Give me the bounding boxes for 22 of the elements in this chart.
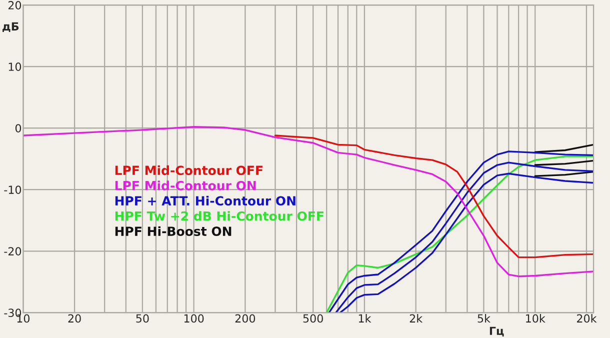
x-tick-label: 2k [410,314,423,322]
x-axis-title: Гц [490,326,504,336]
x-tick-label: 1k [358,314,372,322]
text: HPF + ATT. Hi-Contour ON [115,196,296,206]
y-tick-label: 0 [15,124,22,132]
y-tick-label: -20 [4,247,22,256]
y-axis-title: дБ [2,22,19,32]
x-tick-label: 20k [576,314,597,323]
x-tick-label: 5k [478,314,490,323]
x-tick-label: 100 [184,314,204,323]
x-tick-label: 50 [136,314,149,323]
text: LPF Mid-Contour ON [115,180,256,190]
y-tick-label: 10 [8,62,22,71]
text: HPF Hi-Boost ON [115,226,232,236]
y-tick-label: 20 [8,1,22,10]
x-tick-label: 20 [68,314,81,323]
x-tick-label: 10k [526,314,546,323]
text: LPF Mid-Contour OFF [115,165,262,176]
text: HPF Tw +2 dB Hi-Contour OFF [115,211,324,221]
x-tick-label: 200 [235,314,256,323]
x-tick-label: 500 [303,314,323,323]
y-tick-label: -10 [4,186,22,194]
